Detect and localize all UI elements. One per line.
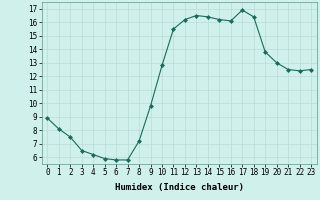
X-axis label: Humidex (Indice chaleur): Humidex (Indice chaleur) [115,183,244,192]
